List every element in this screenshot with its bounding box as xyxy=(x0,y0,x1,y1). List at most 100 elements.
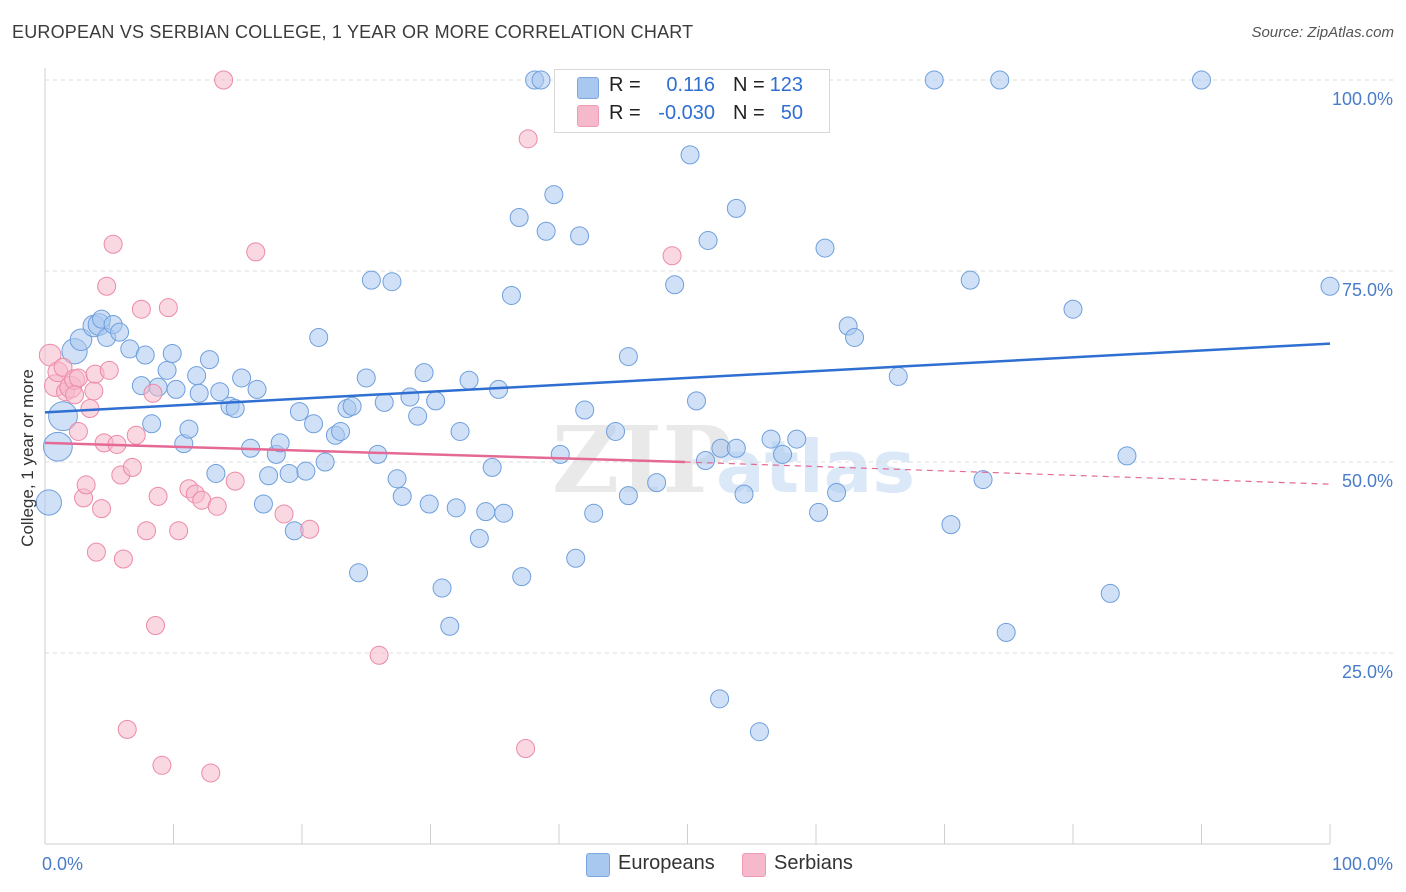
serbians-trend-line xyxy=(44,441,685,464)
data-point xyxy=(122,457,142,477)
legend-label: Serbians xyxy=(774,852,853,874)
data-point xyxy=(544,185,564,205)
data-point xyxy=(342,396,362,416)
data-point xyxy=(179,419,199,439)
axes xyxy=(44,68,1331,845)
data-point xyxy=(207,496,227,516)
data-point xyxy=(279,463,299,483)
data-point xyxy=(131,299,151,319)
grid-lines xyxy=(45,79,1393,654)
serbians-trend-extension xyxy=(684,461,1331,485)
data-point xyxy=(494,503,514,523)
data-point xyxy=(189,383,209,403)
data-point xyxy=(68,368,88,388)
y-tick-label-100: 100.0% xyxy=(1332,89,1393,109)
data-point xyxy=(157,360,177,380)
data-point xyxy=(247,379,267,399)
data-point xyxy=(259,466,279,486)
data-point xyxy=(1063,299,1083,319)
data-point xyxy=(606,421,626,441)
data-point xyxy=(570,226,590,246)
r-value: -0.030 xyxy=(658,102,715,124)
data-point xyxy=(647,473,667,493)
n-value: 50 xyxy=(780,102,803,124)
data-point xyxy=(225,399,245,419)
data-point xyxy=(440,616,460,636)
data-point xyxy=(1100,583,1120,603)
data-point xyxy=(84,381,104,401)
data-point xyxy=(419,494,439,514)
data-point xyxy=(232,368,252,388)
data-point xyxy=(761,429,781,449)
data-point xyxy=(749,722,769,742)
data-point xyxy=(408,406,428,426)
data-point xyxy=(274,504,294,524)
chart-title: EUROPEAN VS SERBIAN COLLEGE, 1 YEAR OR M… xyxy=(12,22,694,42)
data-point xyxy=(516,739,536,758)
data-point xyxy=(686,391,706,411)
n-label: N = xyxy=(733,102,765,124)
trend-lines xyxy=(44,342,1331,485)
data-point xyxy=(566,548,586,568)
data-point xyxy=(42,431,73,462)
europeans-legend-swatch xyxy=(586,853,610,877)
data-point xyxy=(300,519,320,539)
data-point xyxy=(296,461,316,481)
data-point xyxy=(815,238,835,258)
data-point xyxy=(726,198,746,218)
x-tick-label-max: 100.0% xyxy=(1332,854,1393,874)
data-point xyxy=(469,528,489,548)
data-point xyxy=(550,444,570,464)
x-tick-label-min: 0.0% xyxy=(42,854,83,874)
data-point xyxy=(698,230,718,250)
y-tick-label-50: 50.0% xyxy=(1342,471,1393,491)
stats-row-serbians: R = -0.030 N = 50 xyxy=(555,102,829,130)
data-point xyxy=(1192,70,1211,90)
data-point xyxy=(392,486,412,506)
data-point xyxy=(501,285,521,305)
data-point xyxy=(973,470,993,490)
source-label: Source: ZipAtlas.com xyxy=(1251,24,1394,41)
data-point xyxy=(990,70,1010,90)
data-point xyxy=(509,208,529,228)
data-point xyxy=(76,475,96,495)
europeans-trend-line xyxy=(44,342,1331,414)
data-point xyxy=(827,483,847,503)
data-point xyxy=(246,242,266,262)
data-point xyxy=(536,221,556,241)
data-point xyxy=(476,502,496,522)
y-tick-label-25: 25.0% xyxy=(1342,662,1393,682)
data-point xyxy=(382,272,402,292)
y-axis-label: College, 1 year or more xyxy=(18,369,37,547)
data-point xyxy=(414,363,434,383)
data-point xyxy=(941,515,961,535)
data-point xyxy=(304,414,324,434)
legend-label: Europeans xyxy=(618,852,715,874)
data-point xyxy=(387,469,407,489)
data-point xyxy=(726,438,746,458)
data-point xyxy=(166,379,186,399)
r-label: R = xyxy=(609,74,641,96)
data-point xyxy=(315,452,335,472)
data-point xyxy=(512,567,532,587)
data-point xyxy=(888,366,908,386)
data-point xyxy=(734,484,754,504)
data-point xyxy=(356,368,376,388)
data-point xyxy=(146,615,166,635)
series-legend: Europeans Serbians xyxy=(0,852,1406,878)
r-value: 0.116 xyxy=(666,74,715,96)
y-tick-labels: 25.0% 50.0% 75.0% 100.0% xyxy=(1332,89,1393,682)
data-point xyxy=(400,387,420,407)
data-point xyxy=(187,366,207,386)
data-point xyxy=(270,433,290,453)
data-point xyxy=(201,763,221,783)
data-point xyxy=(135,345,155,365)
data-point xyxy=(361,270,381,290)
data-point xyxy=(710,689,730,709)
data-point xyxy=(35,489,62,516)
data-point xyxy=(206,463,226,483)
europeans-points xyxy=(35,70,1340,742)
data-point xyxy=(68,421,88,441)
data-point xyxy=(662,246,682,266)
stats-legend: R = 0.116 N = 123 R = -0.030 N = 50 xyxy=(554,69,830,133)
